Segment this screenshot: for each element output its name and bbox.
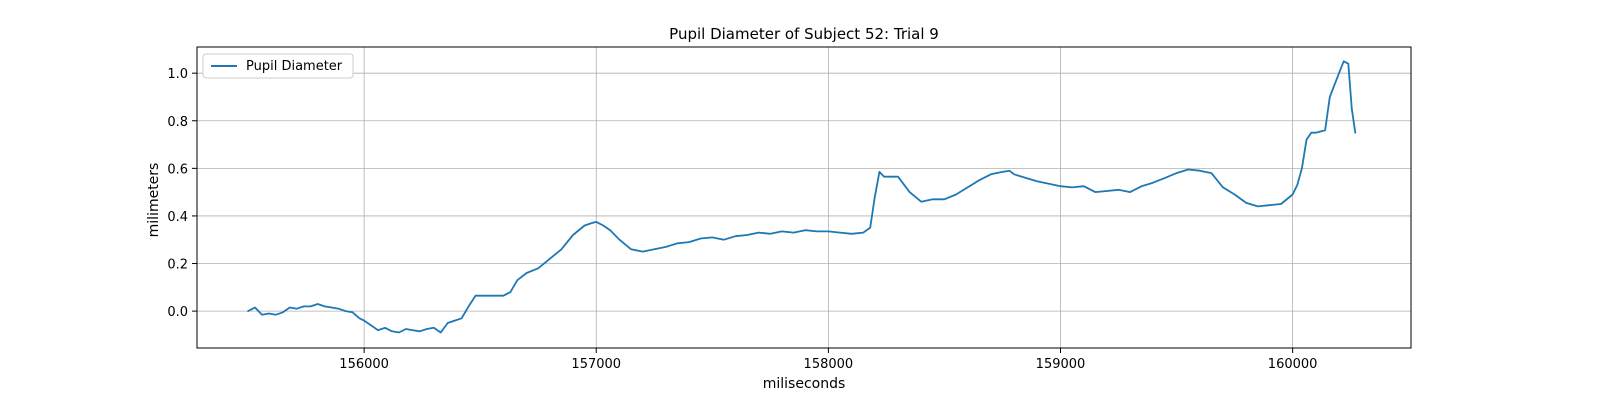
y-tick-label: 0.8 — [167, 115, 188, 130]
legend-label-pupil-diameter: Pupil Diameter — [246, 59, 343, 74]
chart-title: Pupil Diameter of Subject 52: Trial 9 — [669, 25, 939, 43]
y-tick-label: 0.6 — [167, 162, 188, 177]
x-tick-label: 156000 — [339, 357, 389, 372]
x-axis-ticks: 156000 157000 158000 159000 160000 — [339, 348, 1317, 372]
y-tick-label: 0.4 — [167, 210, 188, 225]
x-tick-label: 160000 — [1268, 357, 1318, 372]
x-tick-label: 158000 — [804, 357, 854, 372]
grid — [197, 47, 1411, 348]
series-line-pupil-diameter — [247, 60, 1357, 334]
y-axis-ticks: 0.0 0.2 0.4 0.6 0.8 1.0 — [167, 67, 197, 320]
plot-frame — [196, 46, 1412, 349]
y-tick-label: 1.0 — [167, 67, 188, 82]
x-tick-label: 157000 — [571, 357, 621, 372]
y-axis-label: milimeters — [146, 163, 162, 238]
y-tick-label: 0.0 — [167, 305, 188, 320]
legend-box — [202, 53, 354, 79]
x-tick-label: 159000 — [1036, 357, 1086, 372]
x-axis-label: miliseconds — [763, 376, 846, 392]
y-tick-label: 0.2 — [167, 258, 188, 273]
series-layer — [247, 60, 1357, 334]
legend: Pupil Diameter — [202, 53, 354, 79]
